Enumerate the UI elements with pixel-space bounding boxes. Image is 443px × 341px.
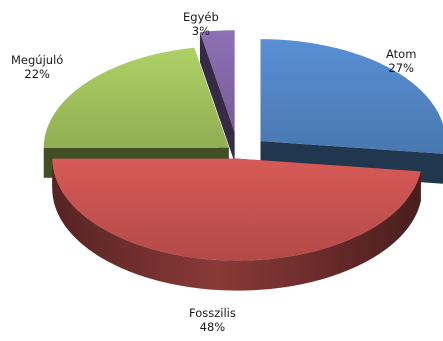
slice-name-atom: Atom [386, 47, 417, 61]
pie-slice-top-atom [260, 39, 443, 154]
pie-slice-egyeb [199, 30, 235, 163]
pie-slice-fosszilis [52, 158, 421, 291]
slice-label-fosszilis: Fosszilis 48% [189, 306, 236, 334]
slice-value-atom: 27% [388, 61, 414, 75]
slice-name-megujulo: Megújuló [11, 53, 64, 67]
slice-label-egyeb: Egyéb 3% [183, 10, 219, 38]
pie-slice-megujulo [43, 47, 229, 178]
slice-value-egyeb: 3% [191, 24, 210, 38]
slice-value-megujulo: 22% [24, 67, 50, 81]
pie-slice-top-egyeb [199, 30, 235, 133]
slice-name-fosszilis: Fosszilis [189, 306, 236, 320]
slice-label-atom: Atom 27% [386, 47, 416, 75]
slice-value-fosszilis: 48% [199, 320, 226, 334]
slice-label-megujulo: Megújuló 22% [11, 53, 63, 81]
pie-slice-top-megujulo [43, 47, 229, 148]
slice-name-egyeb: Egyéb [183, 10, 219, 24]
pie-slice-top-fosszilis [52, 158, 421, 261]
pie-slice-cut-face-egyeb [199, 32, 235, 163]
pie-slice-side-fosszilis [52, 158, 421, 291]
